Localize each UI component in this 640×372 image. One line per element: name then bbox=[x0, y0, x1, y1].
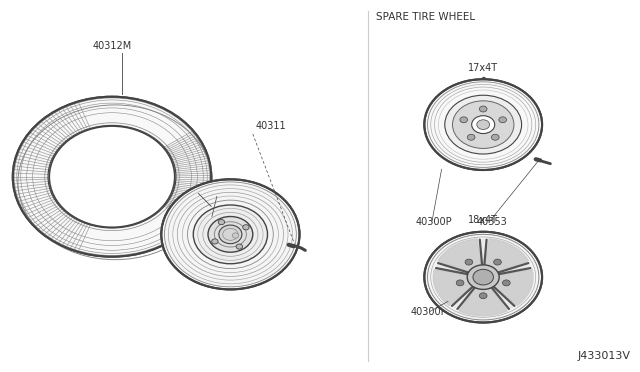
Ellipse shape bbox=[456, 280, 464, 286]
Ellipse shape bbox=[499, 117, 506, 123]
Text: 18x4T: 18x4T bbox=[468, 215, 498, 225]
Polygon shape bbox=[436, 263, 470, 274]
Ellipse shape bbox=[236, 244, 243, 249]
Ellipse shape bbox=[161, 179, 300, 289]
Ellipse shape bbox=[212, 239, 218, 244]
Ellipse shape bbox=[479, 106, 487, 112]
Polygon shape bbox=[459, 286, 508, 316]
Text: 40311: 40311 bbox=[256, 121, 287, 131]
Ellipse shape bbox=[465, 259, 473, 265]
Ellipse shape bbox=[424, 79, 542, 170]
Text: 40300P: 40300P bbox=[198, 187, 235, 196]
Polygon shape bbox=[452, 286, 475, 309]
Ellipse shape bbox=[492, 134, 499, 140]
Text: 40300P: 40300P bbox=[416, 217, 452, 227]
Polygon shape bbox=[480, 240, 486, 266]
Ellipse shape bbox=[13, 97, 211, 257]
Ellipse shape bbox=[49, 126, 175, 227]
Ellipse shape bbox=[208, 217, 253, 252]
Polygon shape bbox=[492, 286, 515, 309]
Polygon shape bbox=[433, 270, 474, 305]
Polygon shape bbox=[493, 270, 533, 305]
Ellipse shape bbox=[445, 95, 522, 154]
Polygon shape bbox=[438, 239, 481, 273]
Ellipse shape bbox=[472, 116, 495, 134]
Ellipse shape bbox=[193, 205, 268, 264]
Ellipse shape bbox=[467, 265, 499, 289]
Ellipse shape bbox=[502, 280, 510, 286]
Ellipse shape bbox=[477, 120, 490, 129]
Text: SPARE TIRE WHEEL: SPARE TIRE WHEEL bbox=[376, 12, 476, 22]
Ellipse shape bbox=[219, 225, 242, 244]
Ellipse shape bbox=[232, 233, 239, 238]
Ellipse shape bbox=[424, 232, 542, 323]
Text: 40353: 40353 bbox=[477, 217, 508, 227]
Polygon shape bbox=[497, 263, 531, 274]
Ellipse shape bbox=[460, 117, 468, 123]
Ellipse shape bbox=[218, 219, 225, 225]
Text: 40300P: 40300P bbox=[411, 307, 447, 317]
Ellipse shape bbox=[483, 77, 485, 79]
Text: 17x4T: 17x4T bbox=[468, 63, 499, 73]
Ellipse shape bbox=[479, 293, 487, 299]
Ellipse shape bbox=[452, 101, 514, 148]
Ellipse shape bbox=[467, 134, 475, 140]
Ellipse shape bbox=[493, 259, 501, 265]
Text: 40312M: 40312M bbox=[92, 41, 132, 51]
Text: J433013V: J433013V bbox=[577, 351, 630, 361]
Ellipse shape bbox=[243, 225, 249, 230]
Polygon shape bbox=[485, 239, 529, 273]
Ellipse shape bbox=[473, 269, 493, 285]
